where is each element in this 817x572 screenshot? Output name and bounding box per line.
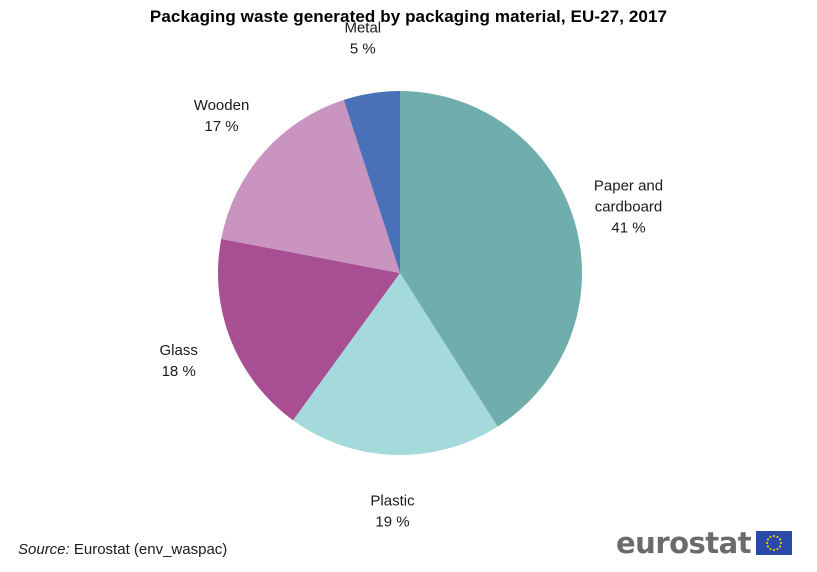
slice-category-label: Plastic — [370, 492, 415, 509]
slice-label: Glass 18 % — [160, 342, 198, 380]
slice-category-label: Metal — [344, 19, 381, 36]
slice-label: Paper and cardboard 41 % — [594, 178, 663, 237]
eu-flag-icon — [756, 531, 793, 555]
source-prefix: Source: — [18, 541, 70, 558]
slice-value-label: 19 % — [375, 513, 409, 530]
eurostat-logo: eurostat — [616, 526, 793, 560]
slice-label: Wooden 17 % — [194, 97, 250, 135]
slice-category-label: cardboard — [595, 199, 663, 216]
pie-slice — [217, 238, 400, 421]
pie-slice — [221, 99, 400, 273]
slice-category-label: Paper and — [594, 178, 663, 195]
slice-category-label: Wooden — [194, 97, 250, 114]
slice-value-label: 18 % — [162, 363, 196, 380]
slice-label: Plastic 19 % — [370, 492, 415, 530]
source-note: Source: Eurostat (env_waspac) — [18, 541, 227, 558]
slice-category-label: Glass — [160, 342, 198, 359]
slice-value-label: 41 % — [611, 220, 645, 237]
slice-value-label: 17 % — [204, 118, 238, 135]
slice-label: Metal 5 % — [344, 19, 381, 57]
slice-value-label: 5 % — [350, 40, 376, 57]
source-text: Eurostat (env_waspac) — [73, 541, 228, 558]
pie-slice — [293, 273, 498, 456]
pie-slice — [343, 91, 400, 273]
chart-title: Packaging waste generated by packaging m… — [149, 7, 668, 26]
brand-name: eurostat — [616, 526, 752, 560]
pie-slice — [400, 91, 583, 427]
